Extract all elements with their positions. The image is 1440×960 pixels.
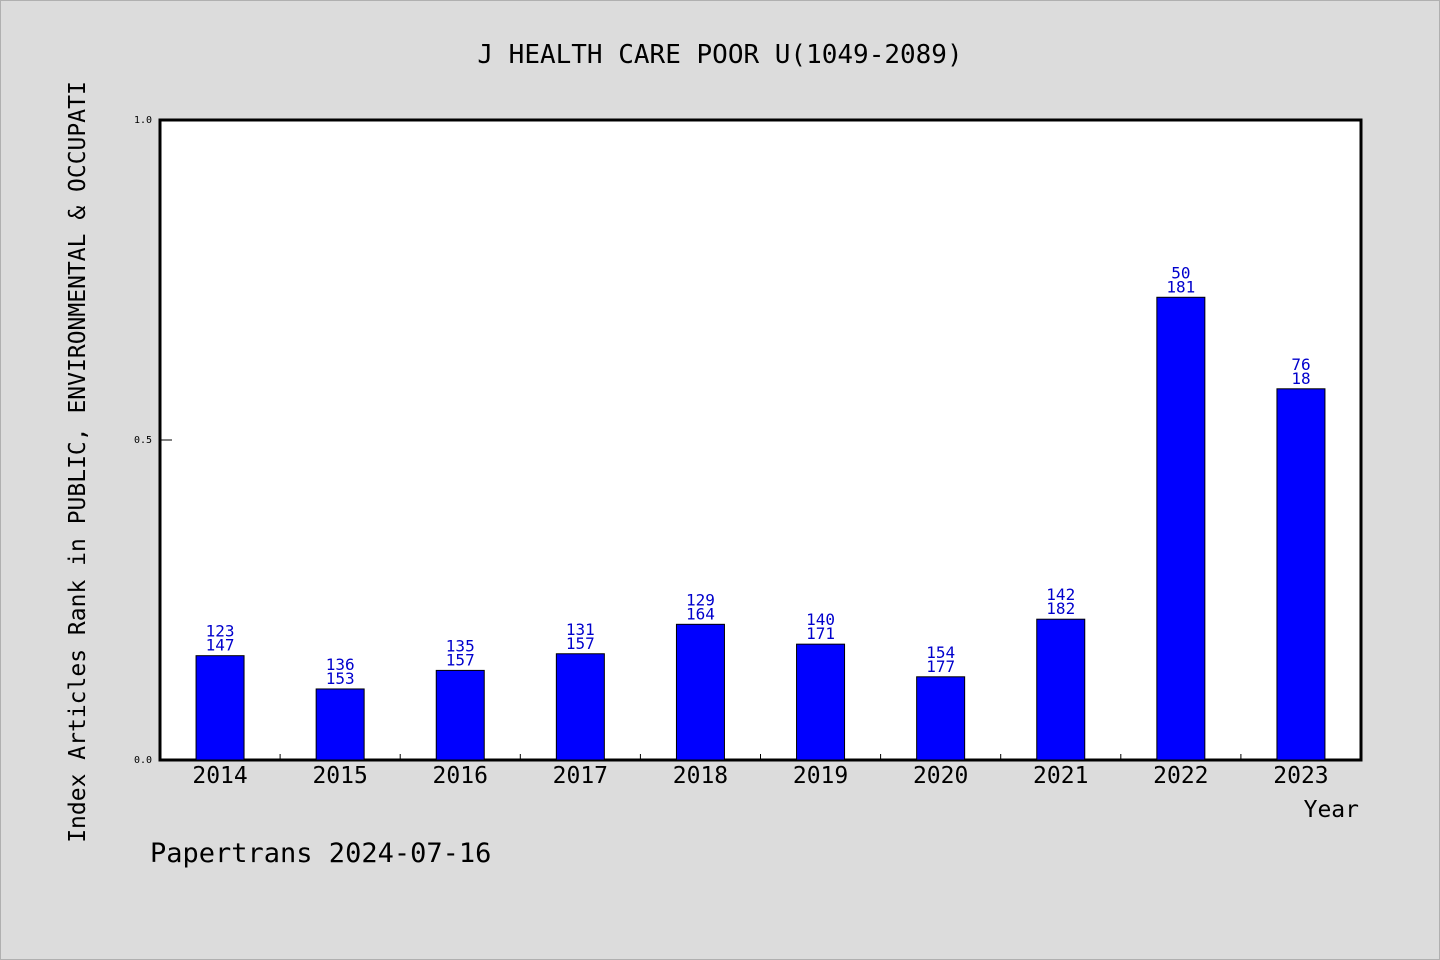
bar-label-total: 157 [446,650,475,669]
bar-2022 [1156,296,1206,761]
bar-2014 [195,655,245,761]
bar-label-total: 177 [926,657,955,676]
x-tick-label: 2015 [312,763,367,789]
y-axis-label: Index Articles Rank in PUBLIC, ENVIRONME… [65,81,91,843]
bar-label-rank: 129 [686,590,715,609]
x-ticks-group: 2014 2015 2016 2017 2018 2019 2020 2021 2022 2023 [192,754,1329,789]
x-tick-label: 2020 [913,763,968,789]
bar-2023 [1276,388,1326,761]
bar-2021 [1036,618,1086,761]
bar-2019 [796,643,846,761]
footer-credit: Papertrans 2024-07-16 [150,838,491,869]
x-tick-label: 2016 [433,763,488,789]
bar-label-total: 147 [206,636,235,655]
bar-2015 [315,688,365,761]
y-tick-label: 0.5 [134,435,152,446]
bar-2020 [916,676,966,761]
bar-2018 [675,623,725,761]
y-tick-label: 0.0 [134,755,152,766]
bar-label-total: 171 [806,624,835,643]
bar-label-total: 182 [1046,599,1075,618]
bar-label-rank: 142 [1046,585,1075,604]
bar-label-rank: 50 [1171,263,1190,282]
x-tick-label: 2017 [553,763,608,789]
x-tick-label: 2014 [192,763,247,789]
bar-label-rank: 154 [926,643,955,662]
x-tick-label: 2018 [673,763,728,789]
x-tick-label: 2022 [1153,763,1208,789]
y-ticks-group: 0.0 0.5 1.0 [134,115,172,766]
bar-label-total: 181 [1166,277,1195,296]
x-tick-label: 2019 [793,763,848,789]
bar-label-total: 164 [686,604,715,623]
x-axis-label: Year [1304,797,1359,823]
bar-label-rank: 131 [566,620,595,639]
y-tick-label: 1.0 [134,115,152,126]
bar-label-rank: 136 [326,655,355,674]
bar-label-rank: 140 [806,610,835,629]
bar-label-total: 157 [566,634,595,653]
bar-label-rank: 135 [446,636,475,655]
bar-label-total: 18 [1291,369,1310,388]
bar-label-rank: 76 [1291,355,1310,374]
bar-label-total: 153 [326,669,355,688]
x-tick-label: 2021 [1033,763,1088,789]
chart-title: J HEALTH CARE POOR U(1049-2089) [477,40,962,70]
x-tick-label: 2023 [1273,763,1328,789]
bar-2016 [435,669,485,761]
bar-2017 [555,653,605,761]
bar-label-rank: 123 [206,622,235,641]
